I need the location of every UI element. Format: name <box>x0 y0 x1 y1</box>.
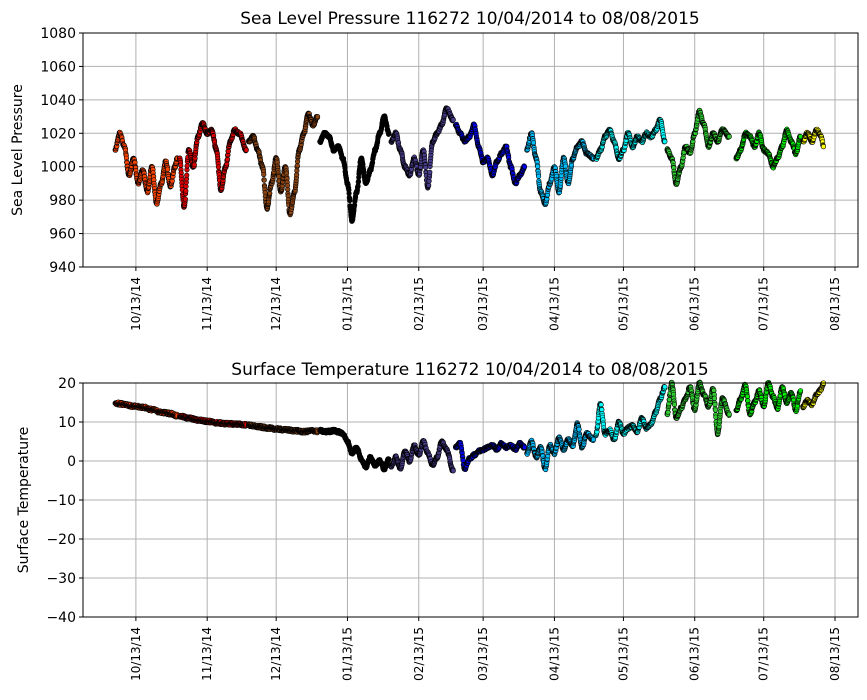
data-point <box>182 196 188 202</box>
x-tick-label: 05/13/15 <box>616 277 630 331</box>
data-point <box>183 188 189 194</box>
data-points <box>112 379 827 474</box>
series <box>112 129 180 207</box>
x-tick-label: 12/13/14 <box>269 277 283 331</box>
series <box>245 421 321 436</box>
y-tick-label: 960 <box>49 227 76 243</box>
x-tick-label: 04/13/15 <box>547 277 561 331</box>
series <box>176 120 249 210</box>
data-points <box>112 105 827 224</box>
data-point <box>314 113 321 120</box>
y-tick-label: 940 <box>49 260 76 276</box>
data-point <box>386 130 392 136</box>
y-tick-label: 980 <box>49 193 76 209</box>
series <box>524 420 597 473</box>
y-tick-label: 1040 <box>40 93 76 109</box>
y-axis-label: Sea Level Pressure <box>10 84 26 216</box>
x-tick-label: 11/13/14 <box>200 277 214 331</box>
sea-level-pressure-chart: Sea Level Pressure 116272 10/04/2014 to … <box>10 9 859 331</box>
series <box>593 116 668 162</box>
x-tick-label: 03/13/15 <box>476 277 490 331</box>
data-point <box>662 139 668 145</box>
data-point <box>450 117 456 123</box>
data-point <box>450 468 456 474</box>
data-point <box>347 197 353 204</box>
series <box>524 130 597 208</box>
data-point <box>215 164 222 170</box>
x-tick-label: 06/13/15 <box>688 277 702 331</box>
series <box>452 439 528 473</box>
data-point <box>243 147 249 153</box>
data-point <box>535 173 542 179</box>
data-point <box>423 164 429 171</box>
series <box>176 412 249 429</box>
series <box>388 438 456 474</box>
series <box>317 113 392 224</box>
data-point <box>276 174 282 180</box>
data-point <box>261 177 267 183</box>
series <box>452 121 528 187</box>
series <box>317 426 392 473</box>
chart-title: Sea Level Pressure 116272 10/04/2014 to … <box>240 9 699 29</box>
data-point <box>386 456 392 462</box>
data-point <box>184 172 190 178</box>
data-point <box>521 164 528 170</box>
x-tick-label: 07/13/15 <box>757 277 771 331</box>
x-tick-label: 02/13/15 <box>412 277 426 331</box>
x-tick-label: 10/13/14 <box>129 277 143 331</box>
data-point <box>178 162 184 168</box>
data-point <box>165 166 171 172</box>
data-point <box>820 144 827 150</box>
series <box>245 110 321 218</box>
y-tick-label: 1060 <box>40 59 76 75</box>
data-point <box>261 171 267 178</box>
series <box>112 399 180 420</box>
y-tick-labels: 940 960 980 1000 1020 1040 1060 1080 <box>40 26 83 276</box>
data-point <box>530 140 537 146</box>
x-tick-label: 08/13/15 <box>828 277 842 331</box>
series <box>388 105 456 191</box>
x-tick-label: 01/13/15 <box>340 277 354 331</box>
data-point <box>562 163 569 169</box>
y-axis-label: Surface Temperature <box>16 427 32 573</box>
y-tick-label: 1080 <box>40 26 76 42</box>
series <box>664 107 732 187</box>
data-point <box>726 134 732 140</box>
y-tick-label: 1000 <box>40 160 76 176</box>
data-point <box>184 163 190 169</box>
series <box>800 126 827 150</box>
data-point <box>427 169 433 175</box>
chart-title: Surface Temperature 116272 10/04/2014 to… <box>231 360 708 380</box>
surface-temperature-chart: Surface Temperature 116272 10/04/2014 to… <box>16 360 859 681</box>
data-point <box>426 182 432 188</box>
x-tick-labels: 10/13/14 11/13/14 12/13/14 01/13/15 02/13/15… <box>129 267 842 331</box>
y-tick-label: 1020 <box>40 126 76 142</box>
